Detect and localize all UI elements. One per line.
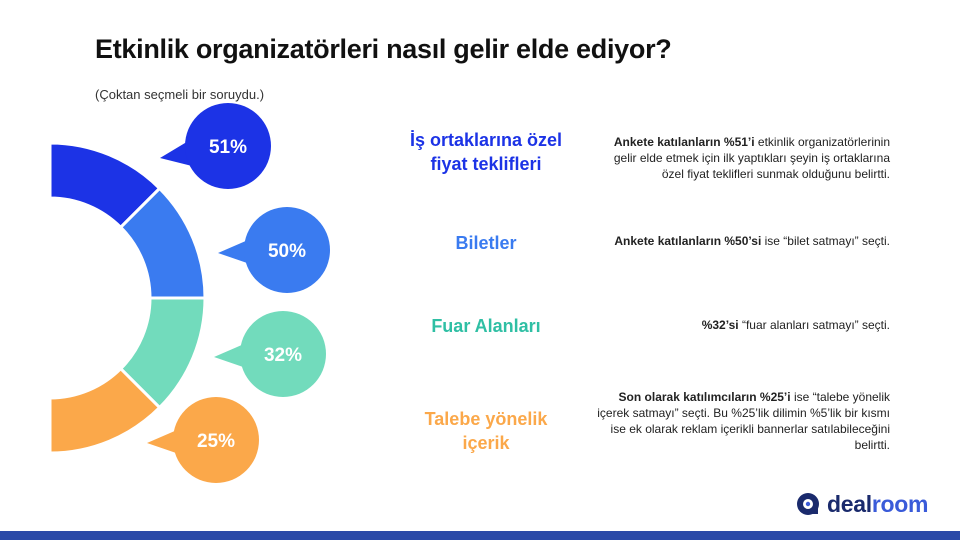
category-line: İş ortaklarına özel xyxy=(409,130,563,150)
logo-text-deal: deal xyxy=(827,490,872,517)
category-line: içerik xyxy=(462,433,510,453)
description-bold: Ankete katılanların %51’i xyxy=(613,135,755,149)
percentage-bubble: 25% xyxy=(147,397,259,483)
bubble-circle xyxy=(185,103,271,189)
bubble-circle xyxy=(244,207,330,293)
bubble-tail xyxy=(160,140,192,166)
percentage-bubble: 51% xyxy=(160,103,271,189)
percentage-label: 51% xyxy=(209,137,247,158)
description-bold: Son olarak katılımcıların %25’i xyxy=(618,390,791,404)
description-partner-offers: Ankete katılanların %51’i etkinlik organ… xyxy=(590,134,890,182)
dealroom-logo: dealroom xyxy=(795,490,928,518)
percentage-label: 25% xyxy=(197,431,235,452)
ring-segment xyxy=(48,366,162,455)
dealroom-logo-icon xyxy=(797,493,819,515)
bubble-circle xyxy=(240,311,326,397)
footer-bar xyxy=(0,531,960,540)
category-line: fiyat teklifleri xyxy=(430,154,542,174)
category-line: Biletler xyxy=(455,233,517,253)
bubble-tail xyxy=(218,240,250,264)
description-bold: Ankete katılanların %50’si xyxy=(614,234,762,248)
category-line: Talebe yönelik xyxy=(424,409,548,429)
bubble-tail xyxy=(147,430,179,454)
percentage-bubble: 50% xyxy=(218,207,330,293)
category-line: Fuar Alanları xyxy=(431,316,541,336)
percentage-label: 50% xyxy=(268,241,306,262)
description-tickets: Ankete katılanların %50’si ise “bilet sa… xyxy=(590,233,890,249)
logo-text-room: room xyxy=(871,490,929,517)
description-text: ise “bilet satmayı” seçti. xyxy=(761,234,890,248)
description-text: “fuar alanları satmayı” seçti. xyxy=(738,318,890,332)
description-bold: %32’si xyxy=(701,318,739,332)
description-text: etkinlik organizatörlerinin gelir elde e… xyxy=(613,135,890,181)
category-tickets: Biletler xyxy=(371,231,601,255)
category-partner-offers: İş ortaklarına özel fiyat teklifleri xyxy=(371,128,601,176)
description-text: ise “talebe yönelik içerek satmayı” seçt… xyxy=(597,390,890,452)
page-title: Etkinlik organizatörleri nasıl gelir eld… xyxy=(95,34,672,64)
description-demand-content: Son olarak katılımcıların %25’i ise “tal… xyxy=(590,389,890,453)
bubble-tail xyxy=(214,344,246,368)
percentage-bubble: 32% xyxy=(214,311,326,397)
percentage-label: 32% xyxy=(264,345,302,366)
bubble-circle xyxy=(173,397,259,483)
description-fair-areas: %32’si “fuar alanları satmayı” seçti. xyxy=(590,317,890,333)
page-subtitle: (Çoktan seçmeli bir soruydu.) xyxy=(95,87,265,102)
category-fair-areas: Fuar Alanları xyxy=(371,314,601,338)
category-demand-content: Talebe yönelik içerik xyxy=(371,407,601,455)
